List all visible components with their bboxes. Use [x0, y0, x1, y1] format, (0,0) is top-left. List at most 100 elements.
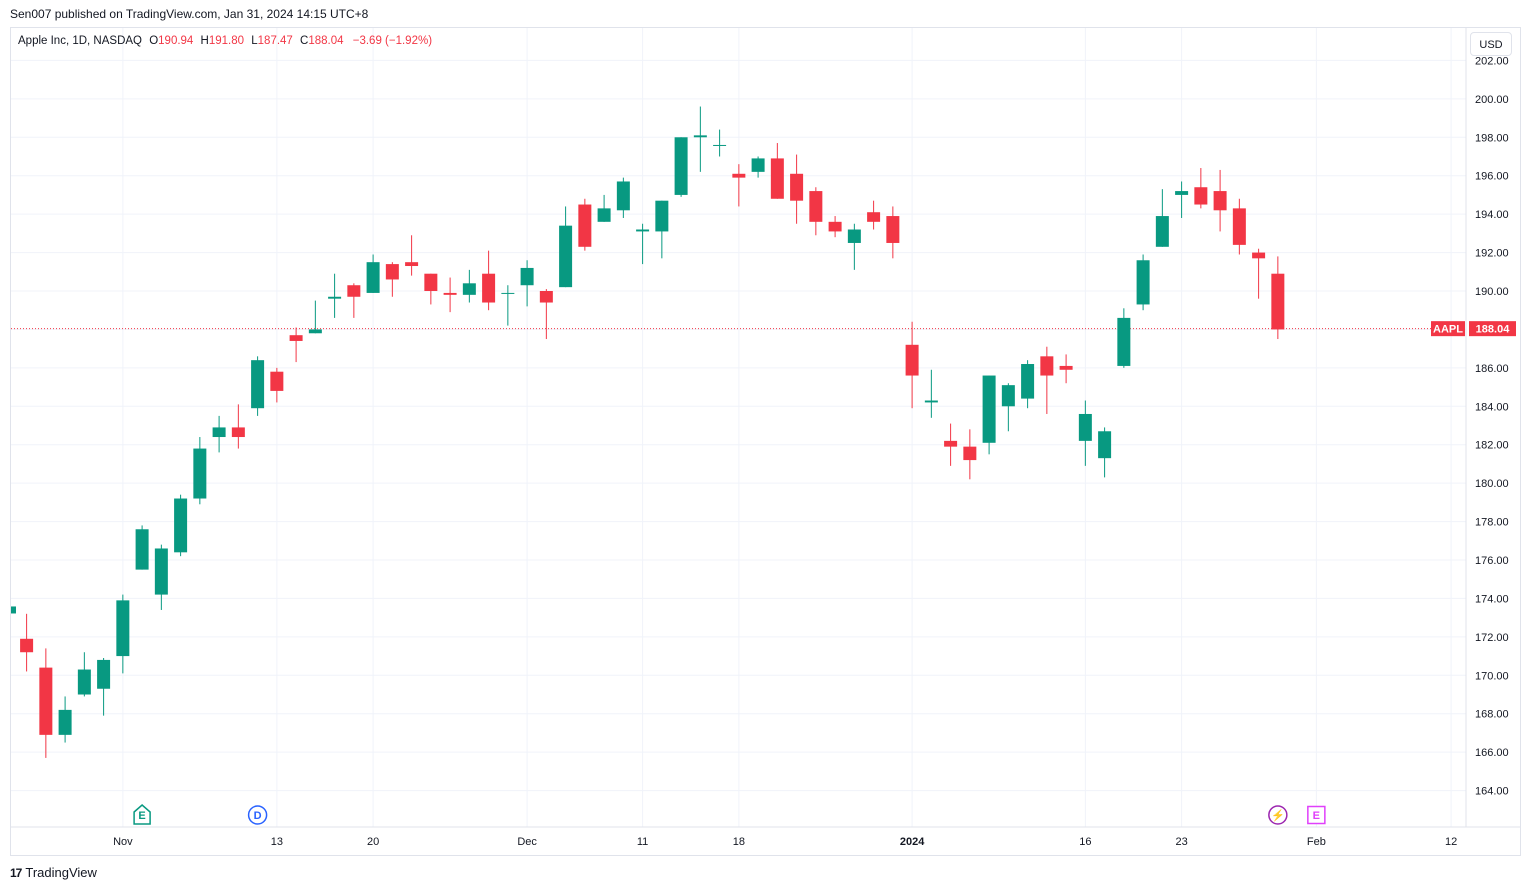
candle-body: [97, 659, 111, 689]
chart-frame: [10, 27, 1521, 856]
candle-body: [58, 709, 72, 735]
candle-body: [597, 208, 611, 222]
candle: [1175, 181, 1189, 218]
time-axis[interactable]: Nov 13 20 Dec 11 18 2024 16 23 Feb 12: [11, 826, 1520, 848]
candle: [20, 613, 34, 672]
candle-body: [405, 262, 419, 267]
price-tick-label: 202.00: [1475, 55, 1509, 67]
candle-body: [751, 158, 765, 172]
event-marker: E: [1307, 805, 1326, 825]
time-tick-label: Nov: [113, 836, 133, 848]
candle-body: [1213, 191, 1227, 211]
candle: [443, 277, 457, 313]
candle: [886, 206, 900, 259]
candle-body: [539, 290, 553, 303]
high-label: H: [200, 35, 209, 47]
candle-body: [289, 335, 303, 341]
candle-body: [520, 267, 534, 286]
close-label: C: [300, 35, 309, 47]
candle-body: [809, 191, 823, 222]
candle-body: [501, 292, 515, 294]
candle-body: [174, 498, 188, 553]
tradingview-brand: TradingView: [25, 865, 97, 880]
candle: [328, 273, 342, 318]
event-marker-label: E: [138, 810, 145, 822]
symbol-tag: [1431, 321, 1465, 337]
candle: [39, 648, 53, 758]
candle: [578, 198, 592, 251]
tradingview-footer[interactable]: 17 TradingView: [10, 865, 97, 880]
candle: [944, 423, 958, 466]
candle-body: [347, 285, 361, 297]
candle-body: [828, 221, 842, 232]
time-tick-label: 16: [1079, 836, 1091, 848]
time-tick-label: Feb: [1307, 836, 1326, 848]
price-tick-label: 178.00: [1475, 517, 1509, 529]
candle: [693, 106, 707, 172]
candle-body: [116, 600, 130, 657]
candle: [462, 269, 476, 303]
candle: [154, 544, 168, 610]
candle-body: [963, 446, 977, 461]
candle: [1040, 346, 1054, 414]
candle-body: [693, 135, 707, 138]
candle: [1136, 254, 1150, 311]
change-value: −3.69 (−1.92%): [352, 35, 433, 47]
candle: [867, 200, 881, 230]
event-marker: ⚡: [1268, 805, 1288, 825]
candle: [97, 658, 111, 716]
candle: [135, 525, 149, 570]
price-tick-label: 198.00: [1475, 132, 1509, 144]
candle: [828, 216, 842, 238]
price-tick-label: 172.00: [1475, 632, 1509, 644]
candle-body: [770, 158, 784, 199]
candle-body: [1117, 317, 1131, 366]
candle: [1252, 248, 1266, 299]
time-tick-label: Dec: [517, 836, 537, 848]
candle: [1194, 168, 1208, 209]
symbol-name: Apple Inc, 1D, NASDAQ: [18, 35, 142, 47]
event-marker: D: [247, 805, 268, 825]
candle: [790, 154, 804, 224]
candle: [270, 367, 284, 403]
candle-body: [1059, 365, 1073, 370]
candle-body: [154, 548, 168, 595]
candle: [847, 223, 861, 270]
candle: [1021, 360, 1035, 409]
candle: [77, 652, 91, 697]
price-tick-label: 200.00: [1475, 94, 1509, 106]
price-axis[interactable]: 164.00 166.00 168.00 170.00 172.00 174.00 176.…: [1465, 28, 1509, 827]
candle: [308, 300, 322, 334]
time-tick-label: 2024: [900, 836, 925, 848]
candle-body: [674, 137, 688, 195]
candle: [385, 262, 399, 297]
currency-button[interactable]: USD: [1470, 32, 1512, 56]
high-value: 191.80: [208, 35, 245, 47]
event-marker-label: D: [254, 810, 262, 822]
candle-body: [905, 344, 919, 376]
candle-body: [1232, 208, 1246, 245]
time-tick-label: 18: [733, 836, 745, 848]
candle-body: [1271, 273, 1285, 330]
candle: [655, 200, 669, 259]
price-tick-label: 164.00: [1475, 786, 1509, 798]
price-tag-text: 188.04: [1476, 324, 1511, 336]
time-tick-label: 11: [637, 836, 648, 848]
candle-body: [982, 375, 996, 443]
price-tag: [1469, 321, 1516, 337]
candle-body: [482, 273, 496, 303]
candle: [116, 594, 130, 674]
candle-body: [924, 400, 938, 403]
time-tick-label: 13: [271, 836, 283, 848]
candle: [193, 437, 207, 505]
candle-body: [559, 225, 573, 288]
candle: [982, 375, 996, 455]
candle: [231, 404, 245, 449]
candle-body: [636, 229, 650, 232]
grid-lines: [11, 28, 1466, 827]
price-tick-label: 186.00: [1475, 363, 1509, 375]
candle-body: [790, 173, 804, 201]
candle: [924, 369, 938, 418]
candle-body: [886, 216, 900, 243]
